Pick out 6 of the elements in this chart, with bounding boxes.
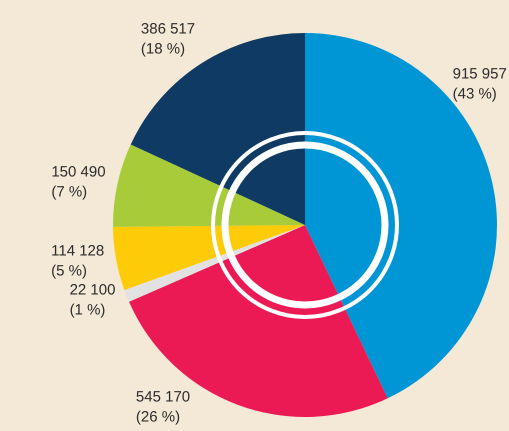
data-label: 915 957 (43 %) <box>452 65 507 102</box>
data-label: 150 490 (7 %) <box>51 163 106 200</box>
data-label: 386 517 (18 %) <box>140 20 196 58</box>
data-label: 114 128 (5 %) <box>51 242 104 280</box>
data-label: 22 100 (1 %) <box>70 282 116 319</box>
data-label: 545 170 (26 %) <box>136 388 190 426</box>
